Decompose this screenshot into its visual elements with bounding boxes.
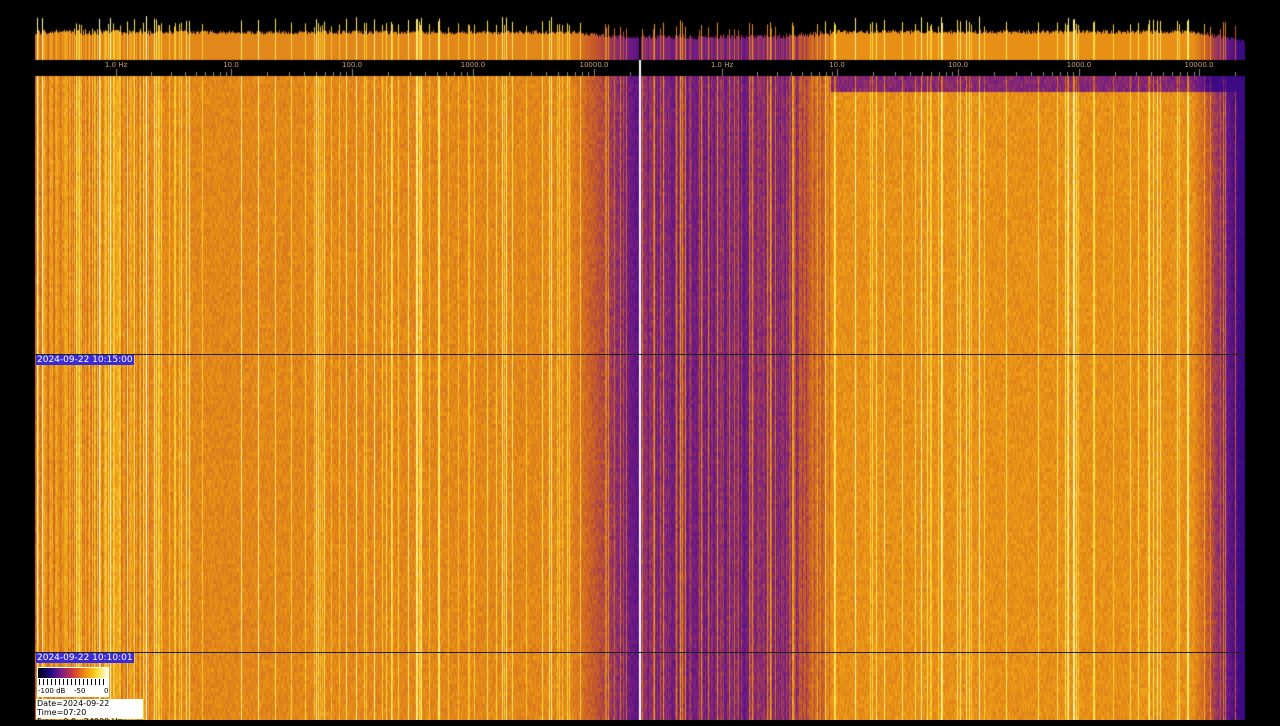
color-scale-legend: -100 dB -50 0 [37,667,109,697]
left-freq-tick: 1000.0 [460,61,486,69]
color-scale-bar [38,668,108,678]
timestamp-label: 2024-09-22 10:10:01 [36,653,134,663]
right-freq-tick: 10.0 [829,61,845,69]
time-marker-line [35,354,1245,355]
timestamp-label: 2024-09-22 10:15:00 [36,355,134,365]
left-freq-tick: 10.0 [223,61,239,69]
time-marker-line [35,652,1245,653]
info-freq-range: Freq= 0.0...24000 Hz [37,717,122,726]
right-freq-tick: 1.0 Hz [710,61,734,69]
info-date-time: Date=2024-09-22 Time=07:20 [37,699,110,717]
legend-max-label: 0 [104,687,109,695]
color-scale-ticks [39,679,107,685]
legend-mid-label: -50 [74,687,86,695]
right-freq-tick: 10000.0 [1184,61,1214,69]
left-freq-tick: 10000.0 [579,61,609,69]
left-freq-tick: 1.0 Hz [104,61,128,69]
info-box: Date=2024-09-22 Time=07:20 Freq= 0.0...2… [36,699,143,726]
legend-min-label: -100 dB [38,687,66,695]
right-freq-tick: 1000.0 [1066,61,1092,69]
right-freq-tick: 100.0 [947,61,969,69]
left-freq-tick: 100.0 [341,61,363,69]
